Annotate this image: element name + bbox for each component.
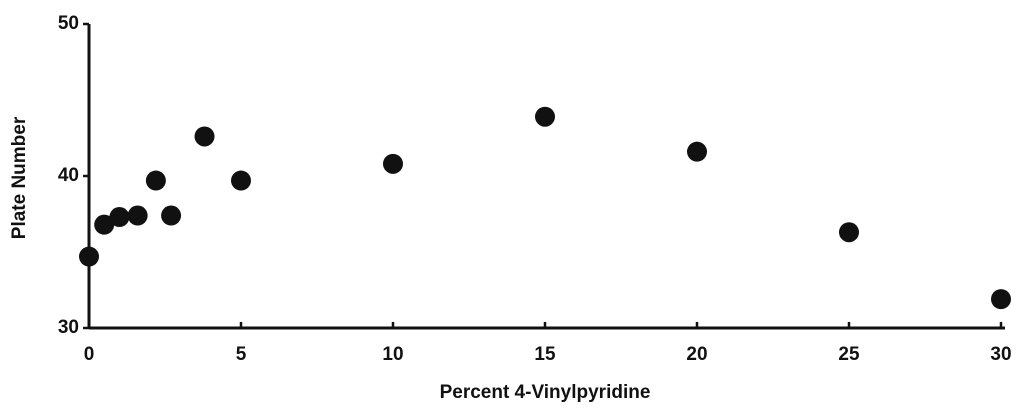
point <box>839 222 859 243</box>
point <box>79 246 99 267</box>
y-tick-label: 30 <box>58 317 79 338</box>
x-tick-label: 15 <box>534 344 556 365</box>
point <box>991 289 1011 310</box>
point <box>94 214 115 235</box>
x-tick-label: 5 <box>236 344 247 365</box>
x-tick-label: 30 <box>990 344 1011 365</box>
x-tick-label: 10 <box>382 344 403 365</box>
point <box>109 207 130 228</box>
point <box>161 205 182 226</box>
point <box>145 170 166 191</box>
y-tick-label: 40 <box>58 165 79 186</box>
point <box>535 106 555 127</box>
x-tick-label: 25 <box>838 344 860 365</box>
point <box>127 205 148 226</box>
y-tick-label: 50 <box>58 13 79 34</box>
point <box>194 126 215 147</box>
x-tick-label: 0 <box>84 344 95 365</box>
x-axis-label: Percent 4-Vinylpyridine <box>440 382 651 403</box>
y-axis-label: Plate Number <box>9 116 30 239</box>
point <box>687 141 707 162</box>
point <box>231 170 251 191</box>
point <box>383 153 403 174</box>
x-tick-label: 20 <box>686 344 707 365</box>
